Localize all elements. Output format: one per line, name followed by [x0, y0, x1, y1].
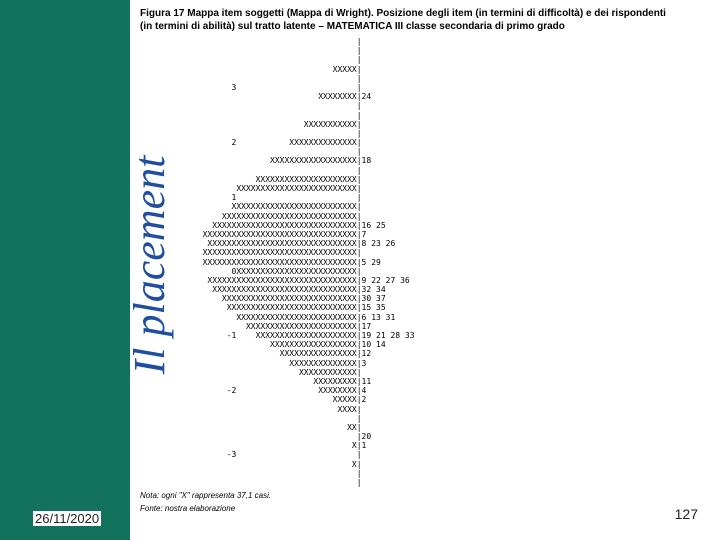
- page-number: 127: [675, 506, 698, 522]
- wright-map: | | | XXXXX| |: [140, 37, 700, 487]
- slide: Il placement Figura 17 Mappa item sogget…: [0, 0, 720, 540]
- figure-area: Figura 17 Mappa item soggetti (Mappa di …: [140, 8, 700, 528]
- figure-note-2: Fonte: nostra elaborazione: [140, 504, 700, 513]
- sidebar: Il placement: [0, 0, 130, 540]
- figure-note-1: Nota: ogni "X" rappresenta 37,1 casi.: [140, 491, 700, 500]
- figure-title: Figura 17 Mappa item soggetti (Mappa di …: [140, 8, 680, 33]
- footer-date: 26/11/2020: [33, 511, 101, 526]
